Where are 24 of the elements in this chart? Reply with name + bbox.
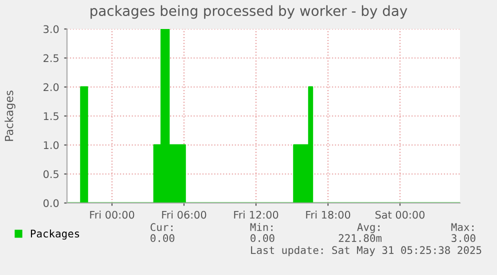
y-tick-label: 2.0 <box>44 83 59 92</box>
text: Min: <box>250 222 272 231</box>
y-tick-label: 3.0 <box>44 25 59 34</box>
text: 0.00 <box>150 234 174 242</box>
text: 3.00 <box>452 234 476 242</box>
x-tick-label: Fri 00:00 <box>90 210 134 219</box>
x-tick-label: Fri 18:00 <box>306 210 350 219</box>
x-tick-label: Fri 12:00 <box>234 210 278 219</box>
text: 0.00 <box>250 234 274 242</box>
text: Max: <box>451 223 474 232</box>
y-tick-label: 1.5 <box>44 112 58 120</box>
chart-title: packages being processed by worker - by day <box>90 5 408 19</box>
y-tick-label: 0.5 <box>43 170 58 178</box>
y-axis-title: Packages <box>4 90 16 141</box>
y-tick-label: 0.0 <box>43 199 59 208</box>
text: Avg: <box>357 223 380 234</box>
y-tick-label: 1.0 <box>44 141 59 150</box>
text: 221.80m <box>338 234 382 242</box>
text: Cur: <box>150 223 172 232</box>
legend-label: Packages <box>30 229 80 240</box>
x-tick-label: Sat 00:00 <box>375 210 425 219</box>
text: Last update: Sat May 31 05:25:38 2025 <box>251 246 482 256</box>
y-tick-label: 2.5 <box>44 54 58 62</box>
x-tick-label: Fri 06:00 <box>162 210 206 219</box>
